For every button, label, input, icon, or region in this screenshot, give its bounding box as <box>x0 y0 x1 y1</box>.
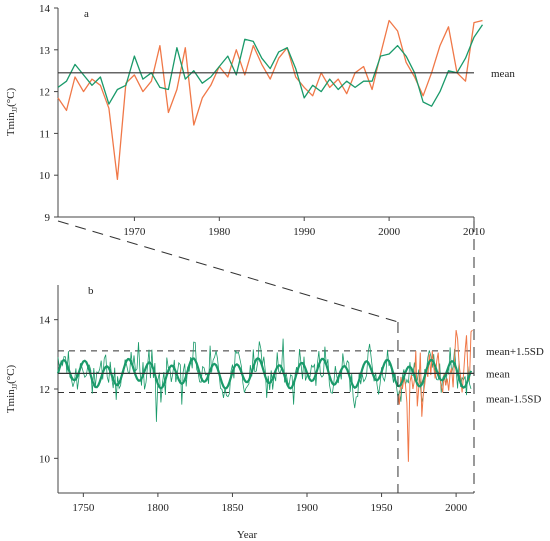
panel-b-x-tick-label: 1950 <box>371 502 394 514</box>
panel-a-x-tick-label: 2000 <box>378 226 401 238</box>
panel-a-y-tick-label: 10 <box>39 170 51 182</box>
panel-a-series-line-reconstruction <box>57 24 484 107</box>
panel-b-series <box>56 329 473 462</box>
panel-a-y-title-main: Tmin <box>5 112 17 136</box>
panel-a-y-tick-label: 11 <box>39 128 50 140</box>
panel-b-x-tick-label: 1750 <box>72 502 95 514</box>
panel-b-y-tick-label: 14 <box>39 315 51 327</box>
panel-b-x-tick-label: 1850 <box>221 502 244 514</box>
panel-b-y-tick-label: 12 <box>39 384 50 396</box>
panel-a-series <box>57 19 484 181</box>
panel-a-y-tick-label: 9 <box>45 212 51 224</box>
panel-a-series-line-observed <box>57 19 483 181</box>
panel-b-x-tick-label: 2000 <box>445 502 468 514</box>
panel-b-y-title-sub: JJ <box>11 384 19 390</box>
panel-b-observed-line <box>397 329 473 462</box>
panel-a-y-tick-label: 12 <box>39 87 50 99</box>
zoom-connector-left <box>57 220 399 323</box>
panel-b-x-title: Year <box>237 529 258 541</box>
panel-a-label: a <box>84 8 89 20</box>
panel-a-mean-label: mean <box>491 68 515 80</box>
panel-b-y-tick-label: 10 <box>39 453 51 465</box>
panel-b-upper-label: mean+1.5SD <box>486 346 544 358</box>
panel-b-x-tick-label: 1800 <box>147 502 170 514</box>
panel-b-y-title: TminJJ(°C) <box>5 364 19 413</box>
panel-a-y-tick-label: 14 <box>39 3 51 15</box>
panel-b-x-tick-label: 1900 <box>296 502 319 514</box>
panel-b-lower-label: mean-1.5SD <box>486 393 541 405</box>
panel-a-x-tick-label: 1970 <box>123 226 146 238</box>
panel-a-y-title-sub: JJ <box>11 107 19 113</box>
panel-a-x-tick-label: 1990 <box>293 226 316 238</box>
panel-b-ticks: 1750 1800 1850 1900 1950 2000 10 12 14 <box>39 315 468 514</box>
panel-b-y-title-unit: (°C) <box>5 364 17 383</box>
panel-a-y-title-unit: (°C) <box>5 87 17 106</box>
panel-b-mean-label: mean <box>486 368 510 380</box>
panel-a-x-tick-label: 1980 <box>208 226 231 238</box>
panel-a-y-tick-label: 13 <box>39 45 51 57</box>
panel-a-y-title: TminJJ(°C) <box>5 87 19 136</box>
panel-b-y-title-main: Tmin <box>5 389 17 413</box>
panel-b-label: b <box>88 285 94 297</box>
panel-b: 1750 1800 1850 1900 1950 2000 10 12 14 b mean+1.… <box>5 285 544 541</box>
